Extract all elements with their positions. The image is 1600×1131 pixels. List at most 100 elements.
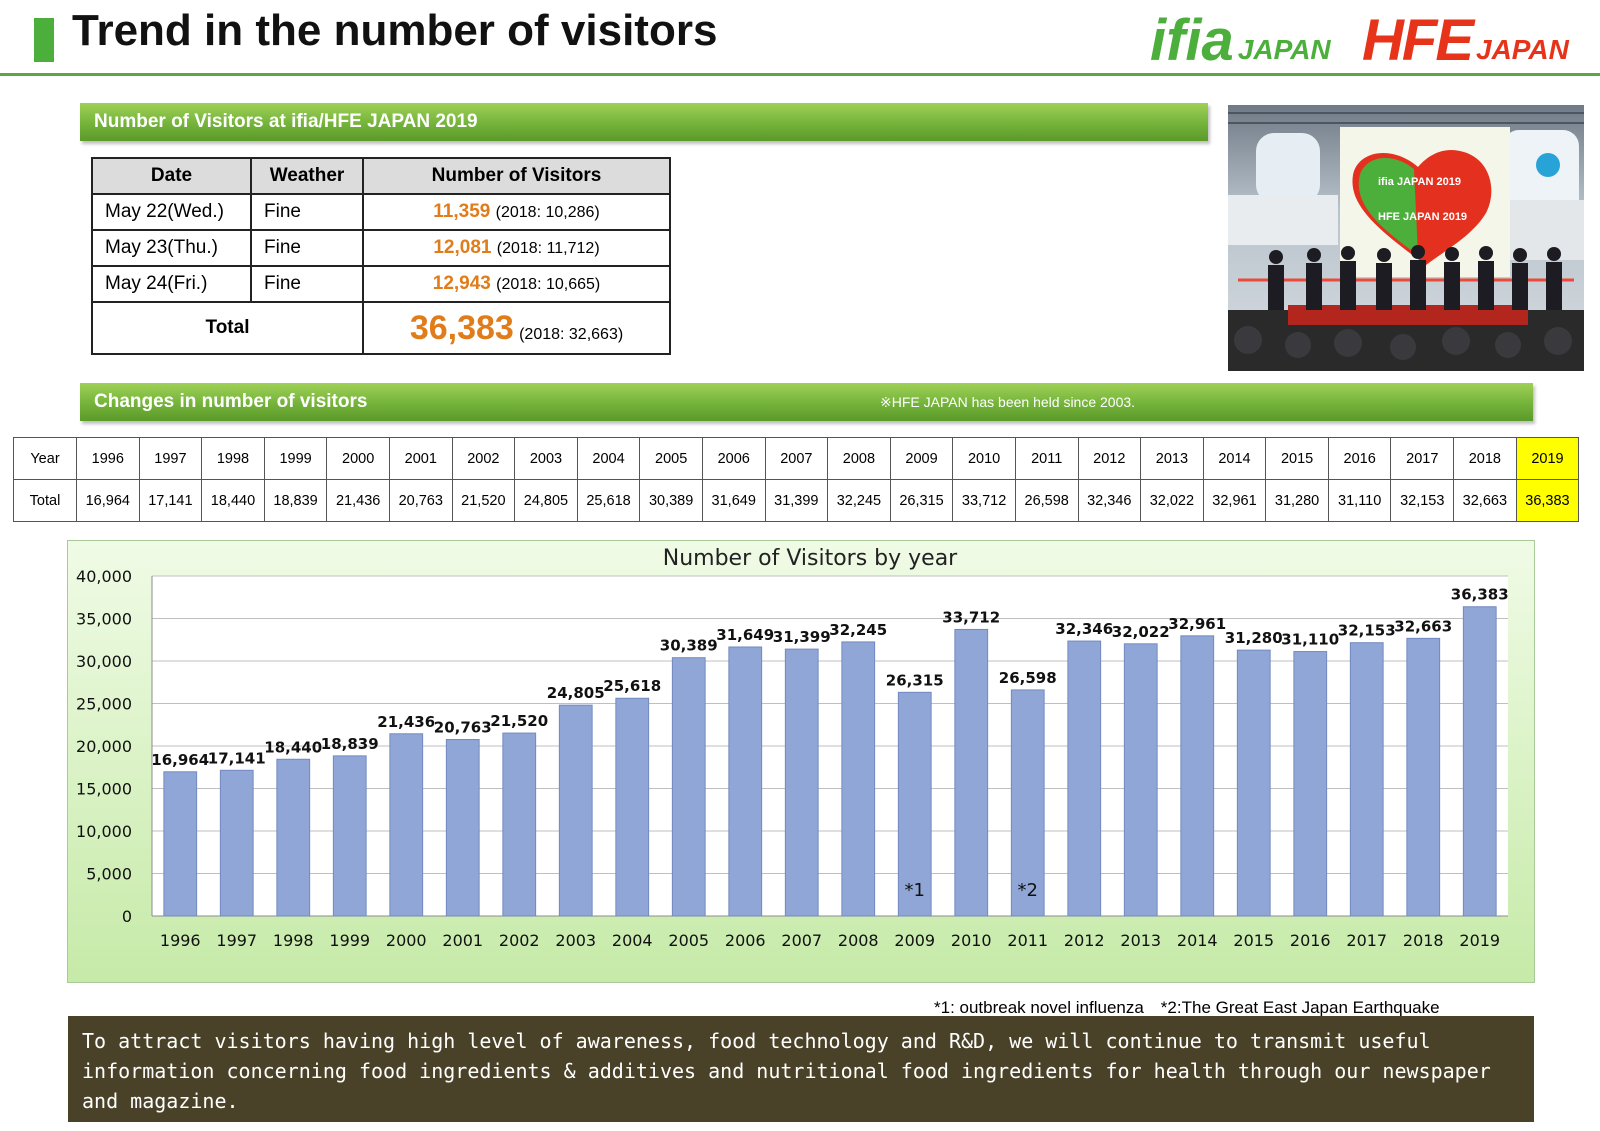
- bar: [445, 739, 480, 917]
- total-cell: 26,315: [889, 479, 954, 522]
- data-label: 32,961: [1168, 615, 1226, 633]
- total-cell: 31,649: [701, 479, 766, 522]
- bar-annotation: *2: [1018, 880, 1038, 901]
- bar: [1462, 606, 1497, 917]
- data-label: 18,839: [321, 735, 379, 753]
- bar: [1010, 689, 1045, 917]
- total-cell: 21,436: [326, 479, 390, 522]
- hfe-japan-logo: HFE JAPAN: [1362, 8, 1569, 70]
- total-cell: 18,440: [201, 479, 265, 522]
- total-cell: 32,022: [1140, 479, 1204, 522]
- changes-banner: Changes in number of visitors ※HFE JAPAN…: [80, 383, 1533, 421]
- opening-ceremony-photo: ifia JAPAN 2019 HFE JAPAN 2019: [1228, 105, 1584, 371]
- year-cell: 2003: [514, 437, 578, 480]
- x-tick-label: 1996: [160, 931, 201, 950]
- bar: [163, 771, 198, 917]
- changes-heading: Changes in number of visitors: [94, 391, 368, 412]
- y-tick-label: 10,000: [76, 822, 132, 841]
- data-label: 32,022: [1112, 623, 1170, 641]
- total-cell: 26,598: [1014, 479, 1079, 522]
- x-tick-label: 1997: [216, 931, 257, 950]
- data-label: 16,964: [151, 751, 209, 769]
- year-cell: 2006: [701, 437, 766, 480]
- year-cell: 2000: [326, 437, 390, 480]
- year-cell: 2002: [451, 437, 516, 480]
- bar: [671, 657, 706, 917]
- title-marker: [34, 18, 54, 62]
- year-cell: 1999: [263, 437, 328, 480]
- bar: [897, 691, 932, 917]
- total-cell: 32,153: [1390, 479, 1455, 522]
- visitors-cell: 12,943 (2018: 10,665): [362, 265, 671, 303]
- bar: [954, 628, 989, 917]
- bar: [502, 732, 537, 917]
- data-label: 36,383: [1451, 586, 1509, 604]
- total-cell: 25,618: [576, 479, 641, 522]
- page-title: Trend in the number of visitors: [72, 6, 718, 55]
- total-cell: 31,280: [1265, 479, 1329, 522]
- data-label: 31,649: [716, 626, 774, 644]
- year-cell: 1997: [138, 437, 203, 480]
- visitors-value: 11,359: [433, 201, 491, 222]
- x-tick-label: 2011: [1007, 931, 1048, 950]
- x-tick-label: 2006: [725, 931, 766, 950]
- year-cell: 2009: [889, 437, 954, 480]
- x-tick-label: 2019: [1459, 931, 1500, 950]
- data-label: 32,663: [1394, 617, 1452, 635]
- col-visitors: Number of Visitors: [362, 157, 671, 195]
- bar: [1406, 637, 1441, 917]
- sign-hfe-text: HFE JAPAN 2019: [1378, 211, 1467, 223]
- total-cell: 33,712: [952, 479, 1016, 522]
- data-label: 20,763: [434, 719, 492, 737]
- bar: [558, 704, 593, 917]
- data-label: 24,805: [547, 684, 605, 702]
- x-tick-label: 2016: [1290, 931, 1331, 950]
- total-label: Total: [91, 301, 364, 355]
- x-tick-label: 2007: [781, 931, 822, 950]
- bar: [1180, 635, 1215, 917]
- chart-title: Number of Visitors by year: [663, 546, 958, 571]
- total-cell: 30,389: [639, 479, 703, 522]
- ifia-logo-sub: JAPAN: [1237, 34, 1331, 65]
- total-cell: 24,805: [514, 479, 578, 522]
- daily-visitors-table: Date Weather Number of Visitors May 22(W…: [91, 157, 671, 355]
- data-label: 32,346: [1055, 620, 1113, 638]
- total-cell: 32,961: [1202, 479, 1267, 522]
- data-label: 31,399: [773, 628, 831, 646]
- total-cell: 21,520: [451, 479, 516, 522]
- total-prev: (2018: 32,663): [519, 325, 624, 343]
- y-tick-label: 25,000: [76, 695, 132, 714]
- sign-ifia-text: ifia JAPAN 2019: [1378, 176, 1461, 188]
- bar-annotation: *1: [905, 880, 925, 901]
- hfe-logo-mark: HFE: [1362, 8, 1474, 73]
- x-tick-label: 2012: [1064, 931, 1105, 950]
- year-cell: 2007: [764, 437, 829, 480]
- visitors-2019-banner: Number of Visitors at ifia/HFE JAPAN 201…: [80, 103, 1208, 141]
- title-rule: [0, 73, 1600, 76]
- y-tick-label: 35,000: [76, 610, 132, 629]
- visitors-prev: (2018: 11,712): [496, 240, 600, 257]
- date-cell: May 23(Thu.): [91, 229, 252, 267]
- date-cell: May 22(Wed.): [91, 193, 252, 231]
- table-row: May 23(Thu.) Fine 12,081 (2018: 11,712): [91, 229, 671, 267]
- total-cell: 20,763: [388, 479, 453, 522]
- y-tick-label: 40,000: [76, 567, 132, 586]
- total-cell: 32,346: [1077, 479, 1142, 522]
- ifia-japan-logo: ifia JAPAN: [1150, 8, 1331, 70]
- x-tick-label: 2000: [386, 931, 427, 950]
- weather-cell: Fine: [250, 229, 364, 267]
- year-cell: 2014: [1202, 437, 1267, 480]
- visitors-prev: (2018: 10,665): [496, 276, 601, 293]
- changes-note: ※HFE JAPAN has been held since 2003.: [880, 394, 1136, 410]
- x-tick-label: 2002: [499, 931, 540, 950]
- bar: [615, 697, 650, 917]
- data-label: 32,153: [1338, 622, 1396, 640]
- total-row: Total 16,964 17,141 18,440 18,839 21,436 20,7…: [13, 479, 1580, 522]
- visitors-value: 12,081: [433, 237, 492, 258]
- bar: [1293, 651, 1328, 917]
- bar: [276, 758, 311, 917]
- closing-message: To attract visitors having high level of…: [68, 1016, 1534, 1122]
- year-row: Year 1996 1997 1998 1999 2000 2001 2002 2003 200…: [13, 437, 1580, 480]
- total-cell: 36,383: [1515, 479, 1580, 522]
- x-tick-label: 2004: [612, 931, 653, 950]
